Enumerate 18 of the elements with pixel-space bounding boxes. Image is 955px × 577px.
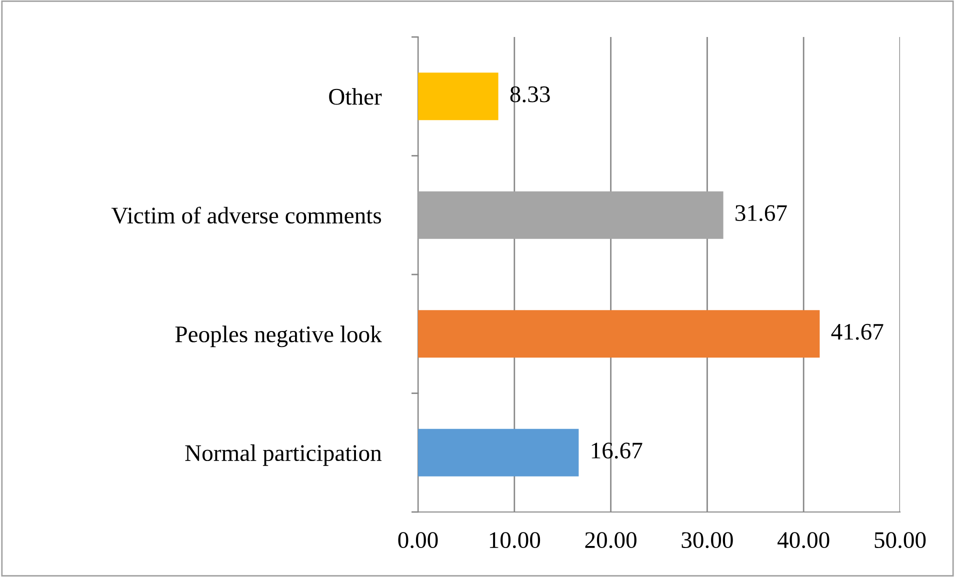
bar	[418, 72, 498, 120]
bar	[418, 310, 820, 358]
bar	[418, 428, 579, 476]
y-tick-label: Peoples negative look	[175, 326, 382, 348]
x-tick-label: 40.00	[778, 532, 830, 548]
y-tick-label: Normal participation	[185, 444, 382, 466]
data-label: 41.67	[831, 324, 884, 340]
data-label: 16.67	[592, 442, 642, 459]
bar	[418, 191, 724, 239]
y-tick-label: Other	[329, 88, 382, 105]
data-label: 8.33	[510, 86, 550, 102]
data-label: 31.67	[736, 205, 787, 222]
x-tick-label: 20.00	[585, 532, 636, 548]
x-tick-label: 50.00	[874, 532, 926, 548]
y-tick-label: Victim of adverse comments	[111, 206, 382, 224]
x-tick-label: 0.00	[398, 532, 438, 548]
x-tick-label: 10.00	[490, 532, 540, 548]
x-tick-label: 30.00	[682, 532, 733, 548]
